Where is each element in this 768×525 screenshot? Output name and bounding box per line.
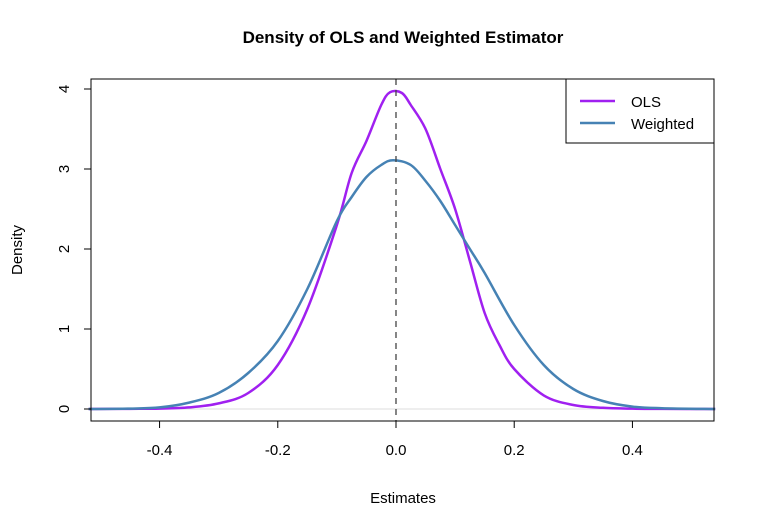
plot-frame [90,78,715,422]
legend-box [565,78,715,144]
x-axis-label: Estimates [370,490,436,507]
series-line-ols [88,89,716,411]
legend-label-weighted: Weighted [631,116,694,133]
y-axis-label: Density [9,224,26,275]
series-line-weighted [88,158,716,411]
legend-label-ols: OLS [631,94,661,111]
x-tick-label: 0.0 [386,442,407,459]
y-tick-label: 0 [56,405,73,413]
y-tick-label: 3 [56,165,73,173]
y-tick-label: 2 [56,245,73,253]
y-tick-label: 1 [56,325,73,333]
x-tick-label: -0.2 [265,442,291,459]
chart-title: Density of OLS and Weighted Estimator [243,28,564,47]
x-tick-label: 0.4 [622,442,643,459]
y-tick-label: 4 [56,85,73,93]
x-tick-label: -0.4 [147,442,173,459]
x-tick-label: 0.2 [504,442,525,459]
legend: OLS Weighted [565,78,715,144]
plot-area [88,79,716,421]
